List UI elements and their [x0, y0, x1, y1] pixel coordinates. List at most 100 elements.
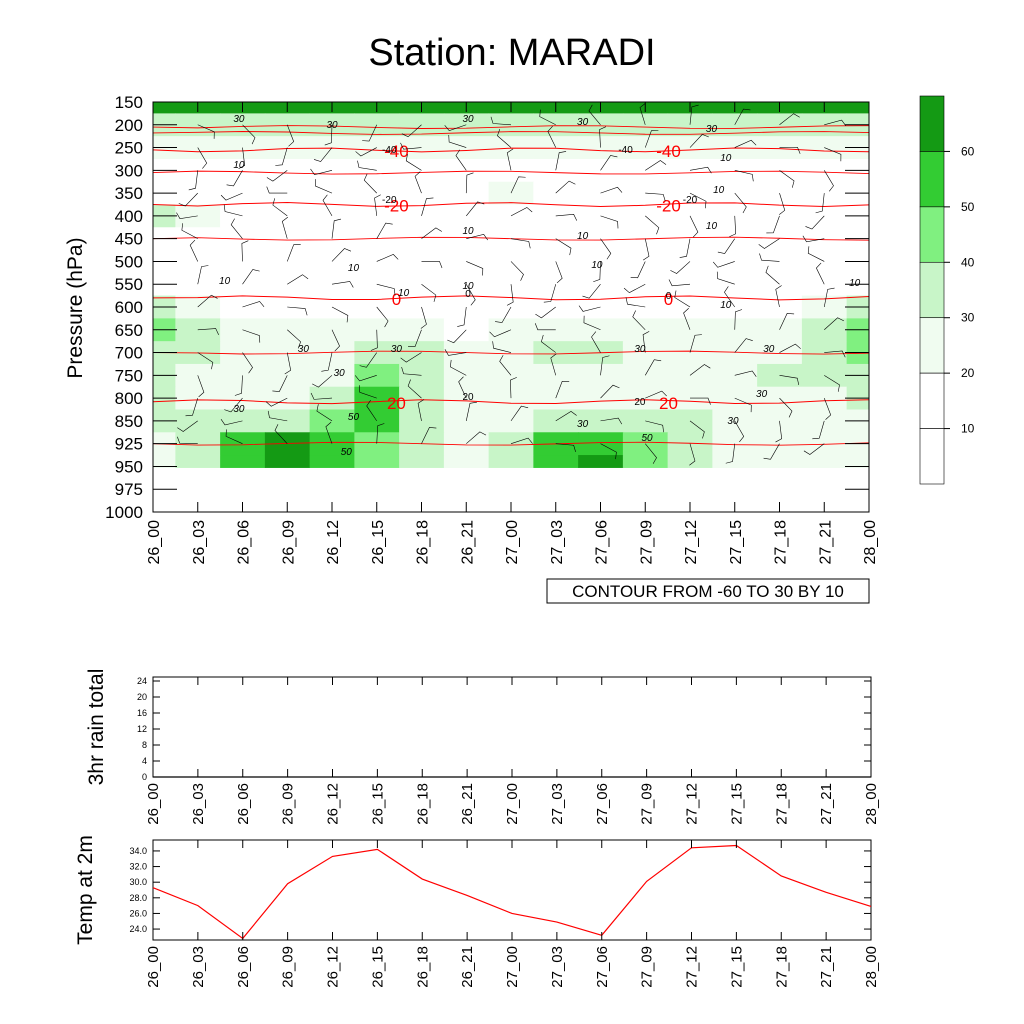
wind-barb	[407, 379, 422, 399]
wind-barb	[366, 400, 377, 422]
wind-barb	[600, 186, 623, 194]
contour-label: 20	[462, 392, 474, 403]
x-tick-label: 26_15	[369, 783, 386, 825]
rh-cell	[175, 409, 221, 433]
wind-barb	[779, 397, 793, 418]
rh-cell	[399, 181, 445, 205]
wind-barb	[803, 443, 825, 455]
contour-label: 30	[233, 114, 245, 125]
wind-barb	[824, 119, 847, 126]
contour-label: 10	[713, 185, 725, 196]
x-tick-label: 26_21	[459, 946, 476, 988]
rh-cell	[667, 136, 713, 160]
rh-cell	[801, 318, 848, 342]
wind-barb	[541, 334, 556, 353]
x-tick-label: 27_15	[728, 520, 745, 565]
rh-cell	[443, 363, 490, 388]
wind-barb	[679, 238, 691, 258]
wind-barb	[775, 420, 783, 443]
wind-barb	[287, 274, 309, 285]
wind-barb	[689, 104, 699, 125]
wind-barb	[492, 341, 512, 353]
wind-barb	[807, 246, 825, 262]
rh-cell	[578, 272, 624, 297]
colorbar: 60 50 40 30 20 10	[919, 95, 975, 485]
rh-cell	[533, 295, 579, 319]
rh-cell	[712, 318, 758, 342]
wind-barb	[734, 309, 743, 330]
rh-cell	[488, 455, 534, 468]
wind-barb	[729, 215, 737, 238]
rh-cell	[220, 250, 266, 274]
wind-barb	[734, 370, 757, 377]
wind-barb	[716, 271, 735, 285]
wind-barb	[689, 364, 711, 376]
wind-barb	[197, 294, 218, 308]
wind-barb	[555, 151, 567, 171]
wind-barb	[495, 306, 512, 323]
x-tick-label: 27_15	[728, 946, 745, 988]
rh-cell	[533, 272, 579, 297]
rh-cell	[264, 227, 311, 251]
contour-label: 30	[462, 114, 474, 125]
wind-barb	[376, 423, 385, 444]
rh-cell	[309, 409, 355, 433]
wind-barb	[734, 170, 754, 182]
wind-barb	[376, 306, 389, 328]
wind-barb	[238, 147, 246, 169]
wind-barb	[717, 238, 735, 254]
temp-contour-line-minor	[152, 131, 870, 135]
rh-cell	[220, 295, 266, 319]
wind-barb	[465, 172, 474, 194]
rh-cell	[264, 272, 311, 297]
wind-barb	[266, 170, 288, 182]
wind-barb	[823, 398, 832, 420]
wind-barb	[421, 283, 437, 302]
wind-barb	[421, 261, 443, 269]
wind-barb	[642, 331, 650, 353]
wind-barb	[355, 147, 377, 157]
wind-barb	[421, 197, 434, 216]
rh-cell	[801, 409, 848, 433]
wind-barb	[185, 398, 199, 417]
wind-barb	[497, 129, 512, 148]
wind-barb	[177, 436, 198, 444]
contour-label: 30	[634, 344, 646, 355]
wind-barb	[466, 201, 485, 217]
wind-barb	[197, 375, 205, 398]
rh-cell	[443, 318, 490, 342]
y-tick-label: 450	[115, 230, 143, 249]
y-tick-labels: 1502002503003504004505005506006507007508…	[105, 93, 869, 522]
y-tick-label: 8	[142, 740, 147, 750]
rh-cell	[757, 318, 803, 342]
wind-barb	[689, 420, 705, 439]
rh-cell	[667, 113, 713, 137]
wind-barb	[765, 265, 780, 285]
wind-barb	[197, 147, 208, 169]
rh-cell	[533, 136, 579, 160]
wind-barb	[224, 397, 243, 413]
x-tick-label: 26_18	[414, 946, 431, 988]
temp-contour-label: 0	[664, 290, 673, 309]
wind-barb	[555, 380, 570, 399]
y-tick-label: 24	[137, 676, 147, 686]
wind-barb	[178, 192, 198, 207]
x-tick-label: 27_06	[594, 783, 611, 825]
rh-cell	[622, 455, 669, 468]
x-tick-label: 27_00	[504, 783, 521, 825]
y-tick-label: 950	[115, 457, 143, 476]
wind-barb	[466, 431, 487, 444]
y-tick-label: 800	[115, 389, 143, 408]
wind-barb	[490, 116, 512, 126]
wind-barb	[331, 281, 354, 288]
wind-barb	[220, 418, 243, 426]
wind-barb	[734, 108, 751, 125]
wind-barb	[510, 261, 524, 281]
rh-cell	[801, 455, 848, 468]
wind-barb	[725, 443, 736, 464]
rh-cell	[712, 250, 758, 274]
wind-barb	[506, 284, 514, 306]
rh-cell	[175, 181, 221, 205]
rh-cell	[220, 432, 266, 456]
